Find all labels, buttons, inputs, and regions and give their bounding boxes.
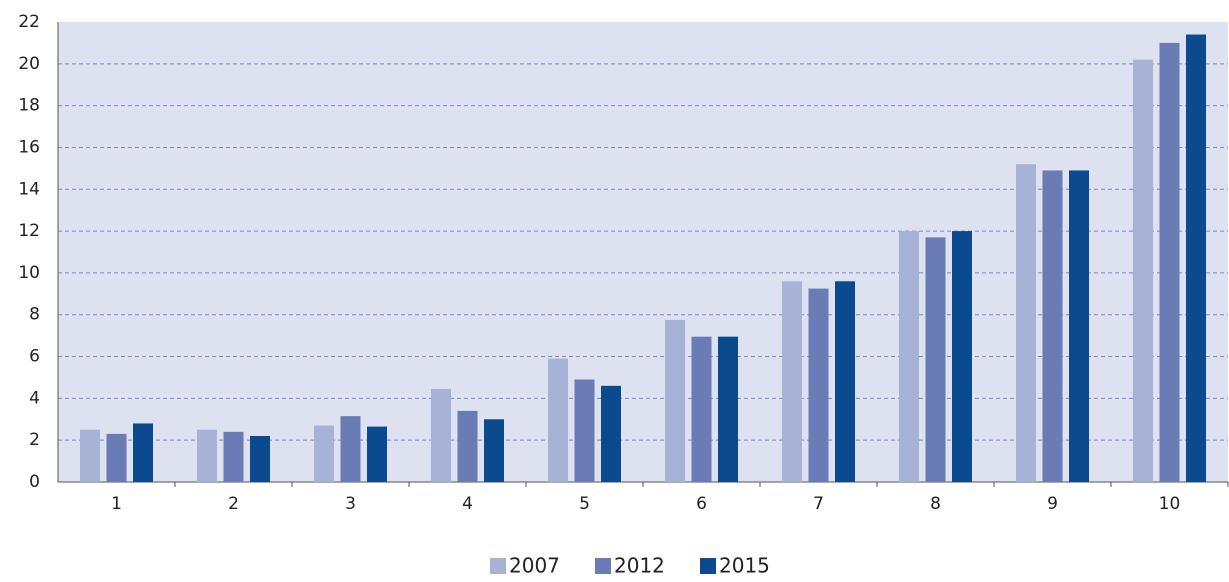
bar xyxy=(548,358,568,482)
bar xyxy=(782,281,802,482)
y-tick-label: 10 xyxy=(18,263,40,283)
legend-swatch xyxy=(700,558,716,574)
bar xyxy=(718,336,738,482)
x-tick-label: 8 xyxy=(930,494,941,514)
bar xyxy=(1016,164,1036,482)
bar xyxy=(601,385,621,482)
y-tick-label: 0 xyxy=(29,472,40,492)
bar xyxy=(899,231,919,482)
bar xyxy=(431,388,451,482)
y-tick-label: 20 xyxy=(18,54,40,74)
x-tick-label: 9 xyxy=(1047,494,1058,514)
y-tick-label: 14 xyxy=(18,179,40,199)
bar xyxy=(250,436,270,482)
bar xyxy=(484,419,504,482)
y-tick-label: 2 xyxy=(29,430,40,450)
bar xyxy=(1133,59,1153,483)
bar xyxy=(1069,170,1089,483)
bar xyxy=(197,429,217,482)
bar xyxy=(1186,34,1206,482)
x-tick-label: 10 xyxy=(1159,494,1181,514)
bar xyxy=(665,319,685,482)
y-tick-label: 16 xyxy=(18,137,40,157)
bar xyxy=(106,433,127,482)
bar xyxy=(691,336,712,482)
bar xyxy=(223,431,244,482)
bar xyxy=(80,429,100,482)
bar xyxy=(835,281,855,482)
bar xyxy=(574,379,595,482)
x-tick-label: 7 xyxy=(813,494,824,514)
y-tick-label: 18 xyxy=(18,96,40,116)
x-tick-label: 4 xyxy=(462,494,473,514)
bar xyxy=(314,425,334,482)
legend-swatch xyxy=(490,558,506,574)
bar xyxy=(340,416,361,482)
bar xyxy=(367,426,387,482)
x-tick-label: 1 xyxy=(111,494,122,514)
y-tick-label: 4 xyxy=(29,388,40,408)
x-tick-label: 6 xyxy=(696,494,707,514)
bar xyxy=(808,288,829,482)
y-tick-label: 6 xyxy=(29,347,40,367)
x-tick-label: 5 xyxy=(579,494,590,514)
legend-label: 2012 xyxy=(614,554,665,578)
legend-label: 2015 xyxy=(719,554,770,578)
legend-label: 2007 xyxy=(509,554,560,578)
bar xyxy=(925,237,946,482)
bar xyxy=(1042,170,1063,483)
legend-swatch xyxy=(595,558,611,574)
y-tick-label: 22 xyxy=(18,12,40,32)
x-tick-label: 3 xyxy=(345,494,356,514)
y-tick-label: 12 xyxy=(18,221,40,241)
bar xyxy=(457,410,478,482)
bar xyxy=(952,231,972,482)
bar xyxy=(133,423,153,482)
y-tick-label: 8 xyxy=(29,305,40,325)
bar xyxy=(1159,42,1180,483)
x-tick-label: 2 xyxy=(228,494,239,514)
